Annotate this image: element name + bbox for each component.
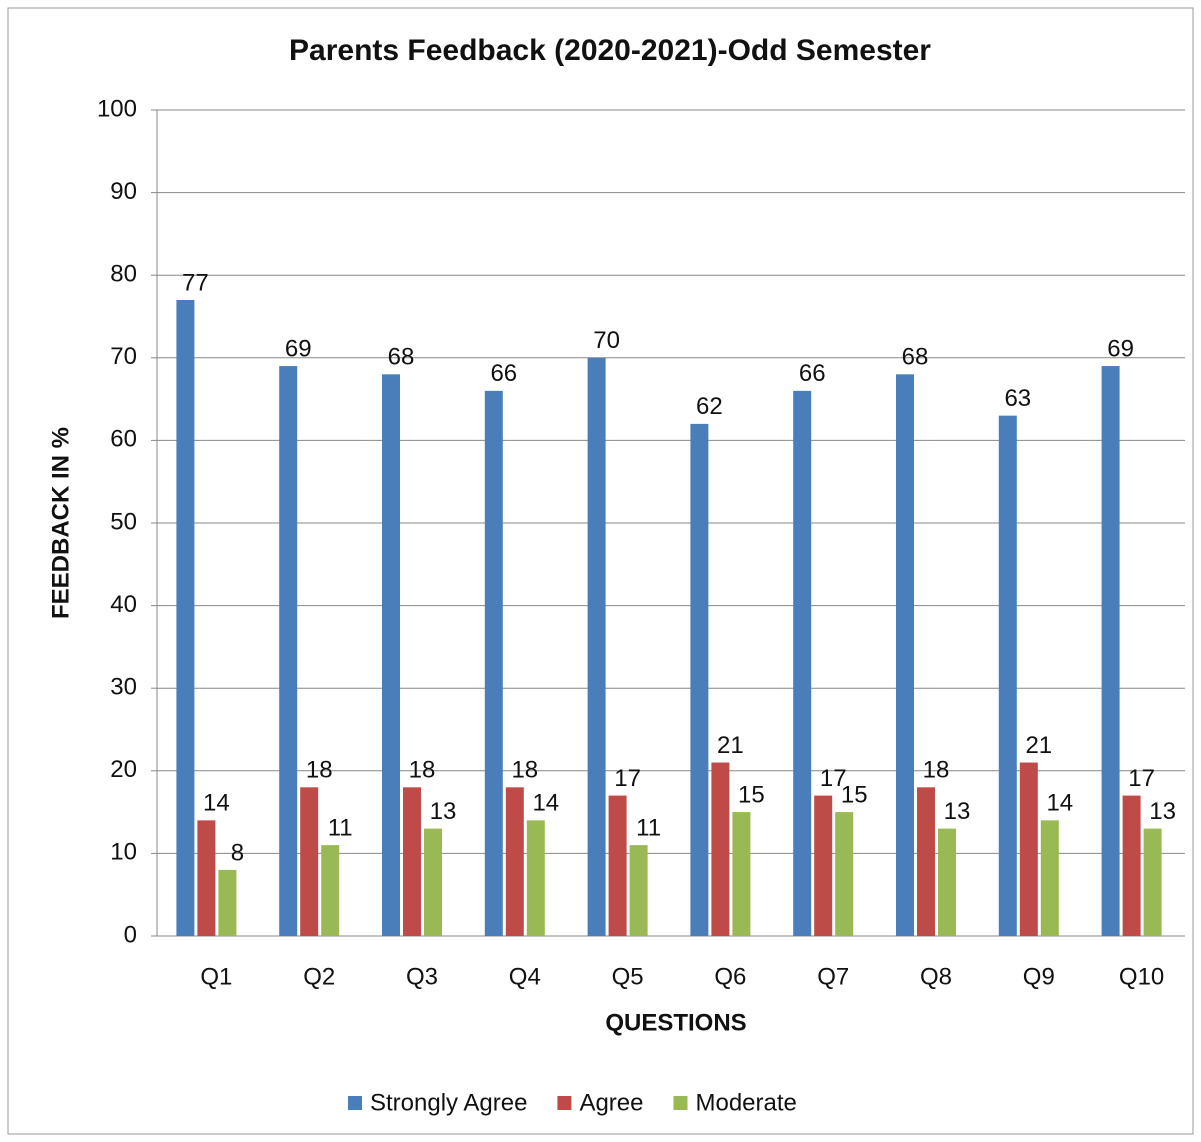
x-tick-label: Q10 — [1119, 963, 1164, 990]
bar — [279, 366, 298, 936]
data-label: 17 — [1128, 765, 1155, 792]
data-label: 62 — [696, 393, 723, 420]
bar — [218, 869, 237, 936]
data-label: 63 — [1004, 385, 1031, 412]
legend-swatch — [348, 1096, 362, 1110]
y-tick-label: 20 — [110, 756, 137, 783]
data-label: 15 — [841, 781, 868, 808]
bar — [732, 812, 751, 936]
chart-title: Parents Feedback (2020-2021)-Odd Semeste… — [289, 34, 931, 67]
data-label: 17 — [614, 765, 641, 792]
data-label: 15 — [738, 781, 765, 808]
bar — [793, 390, 812, 937]
bar — [711, 762, 730, 936]
bar — [403, 787, 421, 936]
bar — [587, 357, 606, 936]
data-label: 8 — [231, 839, 244, 866]
legend-label: Moderate — [695, 1089, 796, 1116]
data-label: 18 — [306, 757, 333, 784]
data-label: 21 — [1025, 732, 1052, 759]
bar — [526, 820, 545, 936]
bar — [896, 374, 914, 936]
chart-border — [7, 7, 1194, 1135]
y-tick-label: 40 — [110, 591, 137, 618]
bar — [835, 812, 854, 936]
bar — [505, 787, 524, 936]
x-tick-label: Q8 — [920, 963, 952, 990]
bar — [608, 795, 627, 936]
bar — [998, 415, 1017, 936]
bar — [629, 845, 648, 936]
data-label: 11 — [328, 814, 353, 841]
y-tick-label: 50 — [110, 508, 137, 535]
bar — [690, 423, 709, 936]
x-tick-label: Q6 — [714, 963, 746, 990]
x-tick-label: Q1 — [200, 963, 232, 990]
data-label: 68 — [902, 344, 929, 371]
y-tick-label: 10 — [110, 839, 137, 866]
data-label: 17 — [820, 765, 847, 792]
bar — [197, 820, 216, 936]
bar — [917, 787, 935, 936]
data-label: 69 — [285, 335, 312, 362]
y-tick-label: 90 — [110, 178, 137, 205]
x-tick-label: Q9 — [1023, 963, 1055, 990]
data-label: 18 — [923, 757, 950, 784]
data-label: 13 — [430, 798, 457, 825]
data-label: 13 — [1149, 798, 1176, 825]
y-tick-label: 100 — [97, 95, 137, 122]
data-label: 18 — [511, 757, 538, 784]
bar — [424, 828, 442, 936]
legend-label: Agree — [579, 1089, 643, 1116]
data-label: 18 — [409, 757, 436, 784]
data-label: 13 — [944, 798, 971, 825]
data-label: 14 — [532, 790, 559, 817]
x-tick-label: Q3 — [406, 963, 438, 990]
data-label: 11 — [636, 814, 661, 841]
y-tick-label: 60 — [110, 426, 137, 453]
bar — [814, 795, 833, 936]
data-label: 14 — [203, 790, 230, 817]
bar — [484, 390, 503, 937]
bar — [321, 845, 340, 936]
legend-swatch — [557, 1096, 572, 1110]
y-axis-label: FEEDBACK IN % — [47, 427, 74, 619]
bar — [176, 299, 195, 937]
x-tick-label: Q5 — [612, 963, 644, 990]
data-label: 68 — [388, 344, 415, 371]
legend-label: Strongly Agree — [370, 1089, 527, 1116]
data-label: 66 — [799, 360, 826, 387]
x-tick-label: Q2 — [303, 963, 335, 990]
data-label: 69 — [1107, 335, 1134, 362]
bar — [382, 374, 400, 936]
bar — [1040, 820, 1059, 936]
y-tick-label: 70 — [110, 343, 137, 370]
x-axis-label: QUESTIONS — [605, 1009, 746, 1036]
bar — [300, 787, 319, 936]
data-label: 77 — [182, 269, 209, 296]
legend-swatch — [673, 1096, 688, 1110]
y-tick-label: 0 — [124, 921, 137, 948]
x-tick-label: Q7 — [817, 963, 849, 990]
data-label: 66 — [490, 360, 517, 387]
x-tick-label: Q4 — [509, 963, 541, 990]
y-tick-label: 30 — [110, 674, 137, 701]
bar — [1019, 762, 1038, 936]
y-tick-label: 80 — [110, 261, 137, 288]
bar — [1122, 795, 1141, 936]
bar — [1143, 828, 1162, 936]
bar — [1101, 366, 1120, 936]
bar — [938, 828, 956, 936]
data-label: 14 — [1046, 790, 1073, 817]
data-label: 70 — [593, 327, 620, 354]
data-label: 21 — [717, 732, 744, 759]
